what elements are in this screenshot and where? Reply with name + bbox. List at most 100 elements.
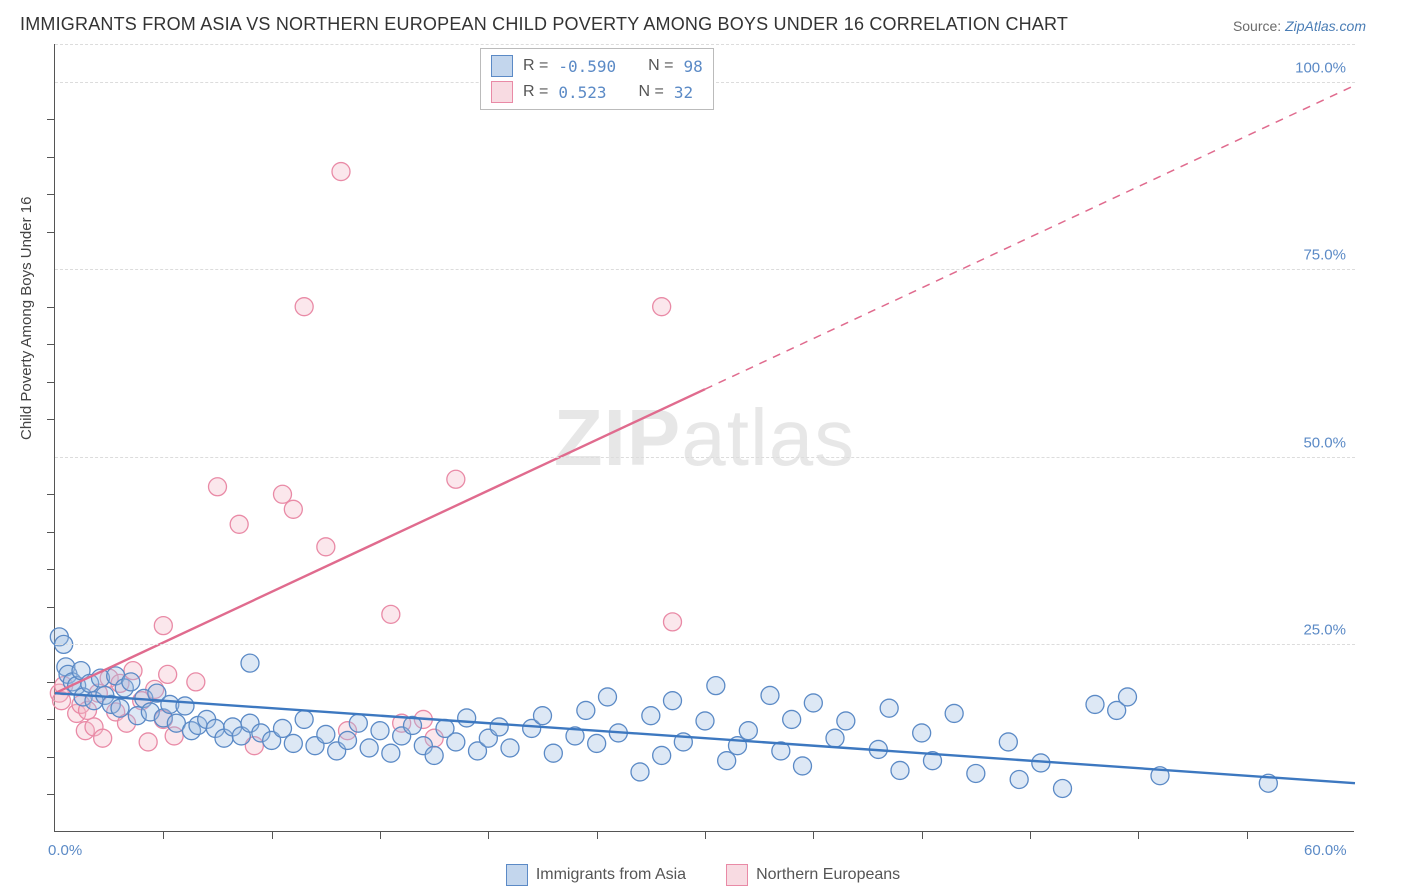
data-point — [631, 763, 649, 781]
gridline — [55, 644, 1355, 645]
chart-svg — [55, 44, 1355, 832]
gridline — [55, 457, 1355, 458]
data-point — [1010, 770, 1028, 788]
data-point — [653, 746, 671, 764]
legend-swatch — [506, 864, 528, 886]
n-value: 98 — [683, 57, 702, 76]
data-point — [371, 722, 389, 740]
source-prefix: Source: — [1233, 18, 1285, 34]
legend-swatch — [491, 81, 513, 103]
data-point — [599, 688, 617, 706]
r-label: R = — [523, 57, 548, 75]
y-tick-label: 50.0% — [1303, 434, 1346, 451]
data-point — [653, 298, 671, 316]
data-point — [382, 744, 400, 762]
data-point — [967, 764, 985, 782]
plot-area: ZIPatlas 25.0%50.0%75.0%100.0% — [54, 44, 1354, 832]
stats-row: R = -0.590 N = 98 — [491, 53, 703, 79]
source-link[interactable]: ZipAtlas.com — [1285, 18, 1366, 34]
data-point — [837, 712, 855, 730]
data-point — [360, 739, 378, 757]
r-value: 0.523 — [558, 83, 606, 102]
data-point — [718, 752, 736, 770]
data-point — [187, 673, 205, 691]
data-point — [707, 677, 725, 695]
data-point — [111, 699, 129, 717]
data-point — [880, 699, 898, 717]
data-point — [794, 757, 812, 775]
data-point — [209, 478, 227, 496]
data-point — [761, 686, 779, 704]
data-point — [642, 707, 660, 725]
data-point — [349, 714, 367, 732]
n-value: 32 — [674, 83, 693, 102]
data-point — [458, 709, 476, 727]
bottom-legend: Immigrants from Asia Northern Europeans — [0, 864, 1406, 886]
legend-label: Immigrants from Asia — [536, 866, 686, 884]
data-point — [447, 470, 465, 488]
data-point — [139, 733, 157, 751]
data-point — [154, 617, 172, 635]
data-point — [490, 718, 508, 736]
data-point — [339, 731, 357, 749]
r-value: -0.590 — [558, 57, 616, 76]
data-point — [783, 710, 801, 728]
data-point — [159, 665, 177, 683]
gridline — [55, 269, 1355, 270]
regression-line — [55, 389, 705, 693]
chart-title: IMMIGRANTS FROM ASIA VS NORTHERN EUROPEA… — [20, 14, 1068, 35]
data-point — [1119, 688, 1137, 706]
data-point — [94, 729, 112, 747]
n-label: N = — [639, 83, 664, 101]
data-point — [544, 744, 562, 762]
data-point — [447, 733, 465, 751]
data-point — [382, 605, 400, 623]
data-point — [588, 734, 606, 752]
y-axis-title: Child Poverty Among Boys Under 16 — [18, 197, 35, 440]
legend-swatch — [491, 55, 513, 77]
data-point — [826, 729, 844, 747]
data-point — [534, 707, 552, 725]
data-point — [284, 734, 302, 752]
regression-line — [705, 85, 1355, 389]
data-point — [664, 613, 682, 631]
data-point — [295, 298, 313, 316]
legend-item: Immigrants from Asia — [506, 864, 686, 886]
data-point — [274, 485, 292, 503]
data-point — [122, 673, 140, 691]
data-point — [317, 538, 335, 556]
data-point — [739, 722, 757, 740]
y-tick-label: 100.0% — [1295, 59, 1346, 76]
data-point — [1086, 695, 1104, 713]
legend-item: Northern Europeans — [726, 864, 900, 886]
source-attribution: Source: ZipAtlas.com — [1233, 18, 1366, 34]
x-tick-label: 0.0% — [48, 842, 82, 859]
data-point — [696, 712, 714, 730]
stats-legend: R =-0.590N =98R = 0.523N =32 — [480, 48, 714, 110]
data-point — [577, 701, 595, 719]
legend-label: Northern Europeans — [756, 866, 900, 884]
data-point — [804, 694, 822, 712]
data-point — [317, 725, 335, 743]
data-point — [332, 163, 350, 181]
legend-swatch — [726, 864, 748, 886]
data-point — [274, 719, 292, 737]
data-point — [425, 746, 443, 764]
r-label: R = — [523, 83, 548, 101]
data-point — [230, 515, 248, 533]
data-point — [295, 710, 313, 728]
data-point — [913, 724, 931, 742]
data-point — [999, 733, 1017, 751]
data-point — [945, 704, 963, 722]
y-tick-label: 25.0% — [1303, 622, 1346, 639]
data-point — [241, 654, 259, 672]
data-point — [1054, 779, 1072, 797]
data-point — [176, 697, 194, 715]
x-tick-label: 60.0% — [1304, 842, 1347, 859]
data-point — [284, 500, 302, 518]
data-point — [664, 692, 682, 710]
stats-row: R = 0.523 N = 32 — [491, 79, 703, 105]
y-tick-label: 75.0% — [1303, 247, 1346, 264]
n-label: N = — [648, 57, 673, 75]
data-point — [501, 739, 519, 757]
